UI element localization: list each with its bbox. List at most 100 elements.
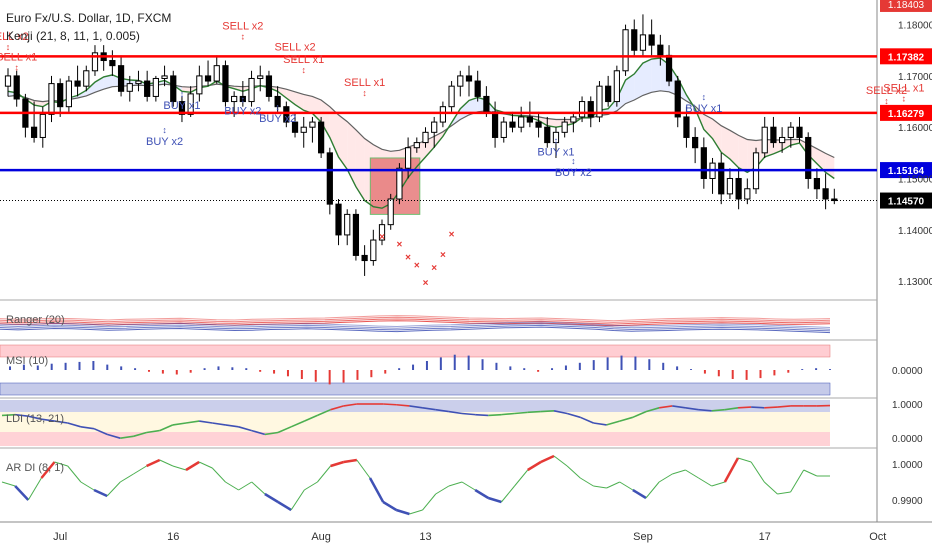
sell-signal-label: SELL x2 — [274, 41, 315, 53]
time-tick-label: Jul — [53, 531, 67, 543]
ardi-line-segment — [527, 460, 542, 472]
msi-title: MSI (10) — [6, 355, 48, 367]
time-tick-label: Aug — [311, 531, 331, 543]
ardi-line-segment — [14, 485, 30, 501]
candle-body — [683, 116, 690, 138]
candle-body — [822, 188, 829, 200]
candle-body — [274, 95, 281, 108]
candle-body — [135, 80, 142, 85]
candle-body — [639, 34, 647, 51]
ma-cloud-segment — [94, 76, 104, 93]
ardi-line-segment — [106, 481, 121, 497]
ldi-tick-label: 1.0000 — [892, 400, 923, 411]
ldi-line-segment — [225, 424, 239, 428]
ardi-line-segment — [685, 469, 699, 479]
candle-body — [770, 126, 777, 144]
candle-body — [178, 101, 186, 115]
time-tick-label: 13 — [419, 531, 431, 543]
ldi-line-segment — [238, 426, 252, 432]
ma-cloud-segment — [103, 74, 113, 90]
candle-body — [509, 121, 516, 128]
top-price-tag — [880, 0, 932, 12]
candle-body — [474, 80, 481, 97]
buy-signal-arrow: ↕ — [180, 89, 185, 99]
ardi-line-segment — [474, 488, 489, 500]
ardi-line-segment — [540, 454, 555, 464]
price-tick-label: 1.16000 — [898, 123, 932, 134]
msi-pane[interactable]: MSI (10) 0.0000 — [0, 344, 923, 396]
sell-signal-arrow: ↕ — [902, 93, 907, 103]
time-tick-label: 17 — [759, 531, 771, 543]
ldi-line-segment — [54, 420, 68, 424]
candle-body — [526, 116, 533, 123]
level-price-label: 1.15164 — [888, 166, 925, 177]
ardi-title: AR DI (8, 1) — [6, 462, 64, 474]
level-price-label: 1.14570 — [888, 197, 925, 208]
ldi-line-segment — [579, 416, 594, 424]
ma-cloud-segment — [625, 73, 635, 104]
ldi-line-segment — [698, 408, 712, 412]
candle-body — [231, 95, 238, 103]
ardi-line-segment — [1, 481, 16, 487]
ardi-line-segment — [120, 473, 134, 483]
cross-marker: × — [396, 240, 402, 251]
ldi-line-segment — [303, 414, 318, 422]
level-price-tag — [880, 104, 932, 121]
ardi-line-segment — [435, 485, 450, 495]
ardi-tick-label: 1.0000 — [892, 460, 923, 471]
ardi-line-segment — [777, 491, 791, 495]
ardi-line-segment — [750, 461, 765, 483]
candle-body — [239, 95, 246, 103]
candle-body — [561, 121, 568, 133]
ranger-title: Ranger (20) — [6, 314, 65, 326]
candle-body — [335, 203, 342, 236]
ldi-line-segment — [67, 422, 82, 428]
candle-body — [257, 75, 264, 79]
time-tick-label: Oct — [869, 531, 886, 543]
candle-body — [552, 131, 560, 144]
ardi-line-segment — [763, 481, 778, 495]
candle-body — [726, 177, 734, 195]
ma-cloud-segment — [329, 106, 339, 157]
cross-marker: × — [379, 232, 385, 243]
candle-body — [91, 52, 99, 72]
ldi-line-segment — [514, 411, 528, 415]
candle-body — [665, 54, 673, 82]
ardi-line-segment — [185, 460, 200, 472]
candle-body — [309, 121, 316, 128]
buy-signal-label: BUY x2 — [224, 105, 261, 117]
ardi-line-segment — [304, 481, 318, 491]
candle-body — [431, 121, 438, 133]
ldi-line-segment — [199, 420, 213, 424]
candle-body — [152, 77, 159, 97]
ardi-line-segment — [487, 496, 502, 504]
ardi-line-segment — [67, 465, 82, 483]
sell-signal-label: SELL x2 — [0, 31, 29, 43]
sell-signal-label: SELL x2 — [222, 21, 263, 33]
ldi-middle-band — [0, 412, 830, 432]
ardi-line-segment — [225, 481, 239, 491]
ldi-line-segment — [41, 418, 55, 422]
ardi-line-segment — [645, 481, 660, 499]
ma-cloud-segment — [608, 98, 617, 115]
ldi-line-segment — [566, 412, 581, 419]
candle-body — [796, 126, 803, 138]
ranger-band-line — [0, 321, 831, 328]
ardi-pane[interactable]: AR DI (8, 1) 1.0000 0.9900 — [1, 454, 923, 516]
ranger-pane[interactable]: Ranger (20) — [0, 314, 831, 334]
candle-body — [300, 126, 307, 133]
ardi-line-segment — [382, 500, 397, 512]
ldi-line-segment — [619, 416, 634, 422]
ma-cloud-segment — [216, 81, 226, 87]
ardi-line-segment — [159, 459, 174, 467]
candle-body — [622, 29, 629, 72]
candle-body — [422, 131, 429, 144]
ardi-line-segment — [80, 481, 95, 491]
candle-body — [657, 44, 664, 56]
candle-body — [518, 116, 525, 128]
ardi-line-segment — [290, 489, 305, 511]
candle-body — [344, 213, 351, 236]
ldi-pane[interactable]: LDI (13, 21) 1.0000 0.0000 — [0, 400, 923, 446]
